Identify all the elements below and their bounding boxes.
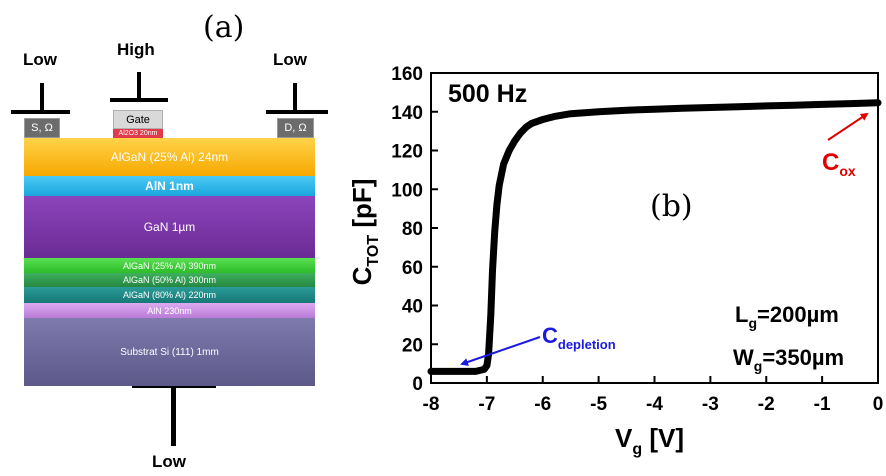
x-axis-title-unit: [V] [642,423,684,453]
gate-length-sub: g [748,315,757,331]
gate-width-sub: g [754,358,763,374]
x-tick-label-2: -6 [534,394,551,415]
layer-aln-nucleation-text: AlN 230nm [147,305,192,316]
layer-algan-50: AlGaN (50% Al) 300nm [24,273,315,287]
y-axis-title: CTOT [pF] [347,179,382,286]
oxide-layer: Al2O3 20nm [113,129,163,138]
cdep-label: Cdepletion [542,323,616,352]
layer-substrate: Substrat Si (111) 1mm [24,318,315,386]
x-tick-label-6: -2 [758,394,775,415]
probe-label-gate: High [117,40,155,59]
cox-label: Cox [822,149,856,179]
gate-width-main: W [733,345,754,370]
cv-curve-0 [427,99,882,375]
x-tick-label-4: -4 [646,394,663,415]
layer-algan-barrier-text: AlGaN (25% Al) 24nm [110,150,229,164]
layer-algan-80-text: AlGaN (80% Al) 220nm [122,290,217,300]
y-tick-label-3: 60 [402,258,423,279]
layer-algan-80: AlGaN (80% Al) 220nm [24,287,315,303]
x-tick-label-5: -3 [702,394,719,415]
gate-probe-stem [137,72,141,100]
y-tick-label-6: 120 [391,142,423,163]
frequency-label: 500 Hz [448,80,527,108]
probe-label-drain: Low [273,50,307,69]
gate-length-value: =200µm [757,302,839,327]
cox-arrow [827,112,869,141]
layer-gan-text: GaN 1µm [143,220,196,234]
probe-label-source: Low [23,50,57,69]
gate-width-value: =350µm [762,345,844,370]
x-tick-label-3: -5 [590,394,607,415]
cdep-main: C [542,323,558,348]
cox-sub: ox [839,163,856,179]
drain-probe-bar [266,110,328,114]
y-tick-label-5: 100 [391,180,423,201]
cox-main: C [822,149,839,176]
substrate-probe-stem [171,386,176,446]
x-axis-title: Vg [V] [615,423,684,458]
cdep-arrow [460,336,541,366]
panel-a-label: (a) [203,10,245,45]
layer-algan-25-text: AlGaN (25% Al) 390nm [122,260,217,271]
y-tick-label-1: 20 [402,335,423,356]
layer-algan-25: AlGaN (25% Al) 390nm [24,258,315,273]
y-tick-label-4: 80 [402,219,423,240]
source-probe-stem [40,83,44,112]
layer-aln-spacer: AlN 1nm [24,176,315,196]
layer-aln-nucleation: AlN 230nm [24,303,315,318]
layer-algan-barrier: AlGaN (25% Al) 24nm [24,138,315,176]
gate-probe-bar [110,98,168,102]
x-axis-title-sub: g [632,441,642,458]
drain-probe-stem [293,83,297,112]
gate-contact: Gate [113,110,163,129]
x-axis-title-main: V [615,423,633,453]
y-axis-title-main: C [347,266,377,285]
layer-substrate-text: Substrat Si (111) 1mm [120,346,219,358]
y-tick-label-2: 40 [402,297,423,318]
tick-layer: -8 -7 -6 -5 -4 -3 -2 -1 0 0 20 40 60 80 100 120 140 160 [391,64,883,415]
panel-b-label: (b) [650,189,693,224]
source-contact: S, Ω [24,118,60,138]
cdep-sub: depletion [558,337,616,352]
x-tick-label-8: 0 [873,394,884,415]
y-tick-label-0: 0 [412,374,423,395]
y-tick-label-7: 140 [391,103,423,124]
gate-length-label: Lg=200µm [735,302,839,331]
probe-label-substrate: Low [152,452,186,471]
y-axis-title-unit: [pF] [347,179,377,235]
drain-contact: D, Ω [277,118,314,138]
y-axis-title-sub: TOT [365,235,382,267]
y-tick-label-8: 160 [391,64,423,85]
layer-gan: GaN 1µm [24,196,315,258]
x-tick-label-1: -7 [478,394,495,415]
layer-algan-50-text: AlGaN (50% Al) 300nm [122,275,217,285]
gate-length-main: L [735,302,748,327]
x-tick-label-0: -8 [423,394,440,415]
plot-layer [427,99,882,375]
layer-aln-spacer-text: AlN 1nm [145,179,194,193]
x-tick-label-7: -1 [814,394,831,415]
source-probe-bar [11,110,70,114]
gate-width-label: Wg=350µm [733,345,844,374]
